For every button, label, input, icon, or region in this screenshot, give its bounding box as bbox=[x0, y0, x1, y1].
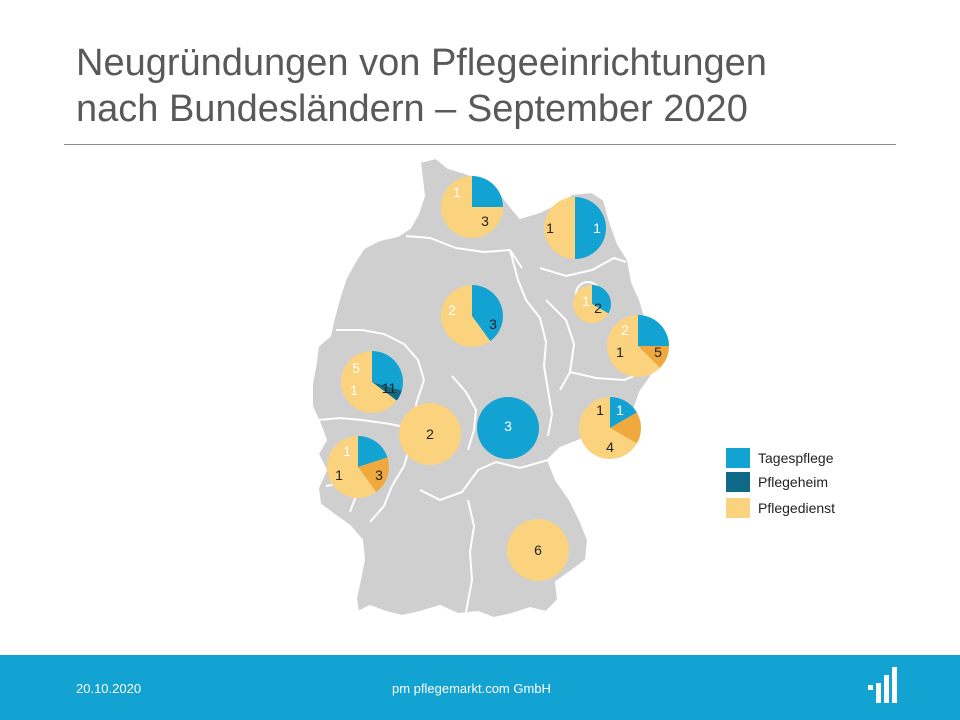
pie-slice-thueringen-tagespflege bbox=[477, 397, 539, 459]
legend-item-pflegeheim: Pflegeheim bbox=[726, 472, 828, 492]
pie-slice-rheinland-pfalz-pflegedienst-a bbox=[358, 457, 390, 493]
border-bw-by bbox=[465, 499, 476, 613]
pie-label-sachsen-pflegedienst-b: 4 bbox=[606, 439, 614, 455]
pie-slice-schleswig-holstein-tagespflege bbox=[472, 176, 503, 207]
border-he-th bbox=[451, 375, 478, 451]
pie-slice-schleswig-holstein-pflegedienst bbox=[441, 176, 503, 238]
border-st-bb bbox=[545, 299, 576, 391]
border-sh-ni bbox=[405, 235, 523, 269]
title-line-1: Neugründungen von Pflegeeinrichtungen bbox=[76, 42, 767, 84]
pie-sachsen: 11 4 bbox=[578, 397, 641, 459]
border-he-rp bbox=[369, 465, 405, 523]
pie-label-brandenburg-pflegedienst-b: 5 bbox=[654, 344, 662, 360]
pie-label-brandenburg-tagespflege: 2 bbox=[621, 322, 629, 338]
pie-mecklenburg-vorpommern: 11 bbox=[544, 197, 606, 259]
pie-niedersachsen: 23 bbox=[441, 285, 503, 347]
pie-label-brandenburg-pflegedienst-a: 1 bbox=[616, 344, 624, 360]
legend-item-tagespflege: Tagespflege bbox=[726, 448, 834, 468]
title-line-2: nach Bundesländern – September 2020 bbox=[76, 88, 748, 130]
pie-brandenburg: 2 1 5 bbox=[606, 315, 669, 377]
legend-swatch-tagespflege bbox=[726, 448, 750, 468]
pie-label-schleswig-holstein-pflegedienst: 3 bbox=[481, 213, 489, 229]
pie-label-nordrhein-westfalen-pflegeheim: 1 bbox=[350, 382, 358, 398]
pie-nordrhein-westfalen: 51 11 bbox=[340, 351, 403, 414]
pie-slice-mecklenburg-vorpommern-pflegedienst bbox=[544, 197, 575, 259]
pie-label-thueringen-tagespflege: 3 bbox=[504, 418, 512, 434]
pie-label-niedersachsen-pflegedienst: 3 bbox=[489, 316, 497, 332]
pie-slice-berlin-tagespflege bbox=[592, 285, 611, 314]
pie-slice-hessen-pflegedienst bbox=[399, 403, 461, 465]
legend-label-pflegedienst: Pflegedienst bbox=[758, 500, 836, 516]
border-ni-east bbox=[509, 249, 548, 367]
border-mv-bb bbox=[539, 256, 627, 278]
pie-label-hessen-pflegedienst: 2 bbox=[426, 426, 434, 442]
pie-slice-brandenburg-tagespflege bbox=[638, 315, 669, 346]
pie-label-mecklenburg-vorpommern-tagespflege: 1 bbox=[593, 220, 601, 236]
pie-label-schleswig-holstein-tagespflege: 1 bbox=[453, 184, 461, 200]
pie-hessen: 2 bbox=[399, 403, 461, 465]
legend-swatch-pflegedienst bbox=[726, 498, 750, 518]
pie-slice-sachsen-pflegedienst-b bbox=[578, 397, 637, 459]
pie-slice-nordrhein-westfalen-pflegeheim bbox=[372, 382, 402, 401]
legend-label-pflegeheim: Pflegeheim bbox=[758, 474, 829, 490]
pie-label-rheinland-pfalz-pflegedienst-a: 1 bbox=[335, 467, 343, 483]
pie-label-nordrhein-westfalen-pflegedienst: 11 bbox=[382, 380, 397, 396]
pie-label-mecklenburg-vorpommern-pflegedienst: 1 bbox=[546, 220, 554, 236]
pie-label-niedersachsen-tagespflege: 2 bbox=[448, 302, 456, 318]
border-nrw-rp bbox=[317, 416, 411, 429]
pie-label-sachsen-tagespflege: 1 bbox=[616, 402, 624, 418]
pie-rheinland-pfalz: 11 3 bbox=[326, 436, 390, 499]
pflegemarkt-logo-icon bbox=[868, 667, 897, 703]
title-divider bbox=[64, 144, 896, 145]
pie-label-rheinland-pfalz-pflegedienst-b: 3 bbox=[375, 467, 383, 483]
germany-silhouette bbox=[311, 156, 662, 620]
pie-thueringen: 3 bbox=[477, 397, 539, 459]
pie-slice-brandenburg-pflegedienst-a bbox=[638, 346, 669, 368]
pie-slice-nordrhein-westfalen-pflegedienst bbox=[340, 351, 397, 414]
border-ni-nrw bbox=[336, 329, 425, 381]
legend-swatch-pflegeheim bbox=[726, 472, 750, 492]
footer-bar: 20.10.2020 pm pflegemarkt.com GmbH bbox=[0, 655, 960, 720]
pie-schleswig-holstein: 13 bbox=[441, 176, 503, 238]
pie-slice-niedersachsen-pflegedienst bbox=[441, 285, 491, 347]
page-title: Neugründungen von Pflegeeinrichtungen na… bbox=[76, 40, 896, 132]
pie-label-berlin-pflegedienst: 2 bbox=[594, 300, 602, 316]
border-th-sn bbox=[543, 365, 554, 437]
map-outline bbox=[311, 156, 662, 620]
pie-slice-bayern-pflegedienst bbox=[507, 519, 569, 581]
footer-date: 20.10.2020 bbox=[76, 681, 142, 696]
footer-company: pm pflegemarkt.com GmbH bbox=[392, 681, 551, 696]
pie-slice-nordrhein-westfalen-tagespflege bbox=[372, 351, 403, 391]
pie-slice-sachsen-tagespflege bbox=[610, 397, 637, 428]
pie-bayern: 6 bbox=[507, 519, 569, 581]
pie-label-sachsen-pflegedienst-a: 1 bbox=[596, 402, 604, 418]
legend-label-tagespflege: Tagespflege bbox=[758, 450, 834, 466]
pie-slice-rheinland-pfalz-pflegedienst-b bbox=[326, 436, 377, 499]
pie-label-berlin-tagespflege: 1 bbox=[582, 293, 590, 309]
pie-slice-mecklenburg-vorpommern-tagespflege bbox=[575, 197, 606, 259]
pie-slice-sachsen-pflegedienst-a bbox=[610, 412, 641, 444]
pie-label-nordrhein-westfalen-tagespflege: 5 bbox=[352, 360, 360, 376]
legend-item-pflegedienst: Pflegedienst bbox=[726, 498, 835, 518]
pie-slice-brandenburg-pflegedienst-b bbox=[606, 315, 660, 377]
pie-slice-rheinland-pfalz-tagespflege bbox=[358, 436, 388, 467]
pie-label-rheinland-pfalz-tagespflege: 1 bbox=[343, 443, 351, 459]
border-he-bw-by bbox=[419, 459, 549, 502]
pie-label-bayern-pflegedienst: 6 bbox=[534, 542, 542, 558]
pie-slice-niedersachsen-tagespflege bbox=[472, 285, 503, 342]
pie-slice-berlin-pflegedienst bbox=[572, 285, 609, 323]
